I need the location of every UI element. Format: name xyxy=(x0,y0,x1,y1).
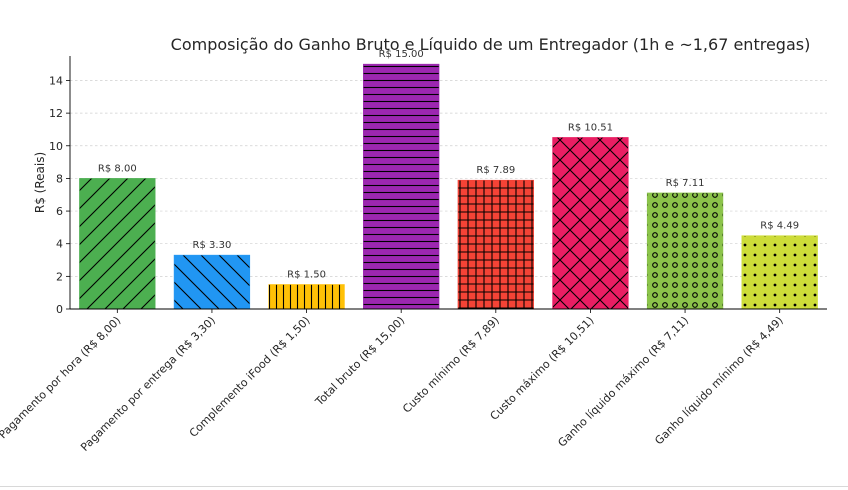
bar-value-label: R$ 4.49 xyxy=(760,221,799,232)
bar-value-label: R$ 3.30 xyxy=(193,240,232,251)
y-tick-label: 12 xyxy=(49,107,63,120)
bar-hatch xyxy=(363,63,440,310)
x-ticks-layer: Pagamento por hora (R$ 8,00)Pagamento po… xyxy=(0,309,786,454)
bar-value-label: R$ 15.00 xyxy=(379,49,424,60)
y-tick-label: 14 xyxy=(49,74,63,87)
bar-value-label: R$ 10.51 xyxy=(568,122,613,133)
y-tick-label: 4 xyxy=(56,238,63,251)
y-tick-label: 6 xyxy=(56,205,63,218)
bottom-divider xyxy=(0,486,848,487)
chart-title: Composição do Ganho Bruto e Líquido de u… xyxy=(171,35,811,54)
x-tick-label: Total bruto (R$ 15,00) xyxy=(312,314,407,409)
bar xyxy=(552,137,629,310)
y-axis-label: R$ (Reais) xyxy=(33,152,47,213)
y-tick-label: 10 xyxy=(49,140,63,153)
bars-layer xyxy=(79,63,818,310)
y-tick-label: 0 xyxy=(56,303,63,316)
bar-hatch xyxy=(741,235,818,310)
bar-hatch xyxy=(552,137,629,310)
x-tick-label: Custo mínimo (R$ 7,89) xyxy=(400,314,502,416)
bar-hatch xyxy=(457,179,534,310)
bar xyxy=(268,284,345,310)
y-tick-label: 8 xyxy=(56,172,63,185)
data-labels-layer: R$ 8.00 R$ 3.30 R$ 1.50 R$ 15.00 R$ 7.89 R$ 1… xyxy=(98,49,799,280)
bar-value-label: R$ 7.11 xyxy=(666,178,705,189)
y-ticks-layer: 0 2 4 6 8 10 12 14 xyxy=(49,74,70,316)
bar xyxy=(173,254,251,310)
axes-layer xyxy=(69,56,827,310)
y-tick-label: 2 xyxy=(56,270,63,283)
x-tick-label: Custo máximo (R$ 10,51) xyxy=(488,314,597,423)
bar xyxy=(646,192,724,310)
bar-value-label: R$ 7.89 xyxy=(476,165,515,176)
bar-value-label: R$ 1.50 xyxy=(287,270,326,281)
bar-hatch xyxy=(268,284,345,310)
bar xyxy=(741,235,818,310)
bar-hatch xyxy=(79,178,156,310)
bar xyxy=(457,179,534,310)
bar-hatch xyxy=(646,192,724,310)
bar-value-label: R$ 8.00 xyxy=(98,163,137,174)
bar xyxy=(363,63,440,310)
bar-hatch xyxy=(173,254,251,310)
bar xyxy=(79,178,156,310)
